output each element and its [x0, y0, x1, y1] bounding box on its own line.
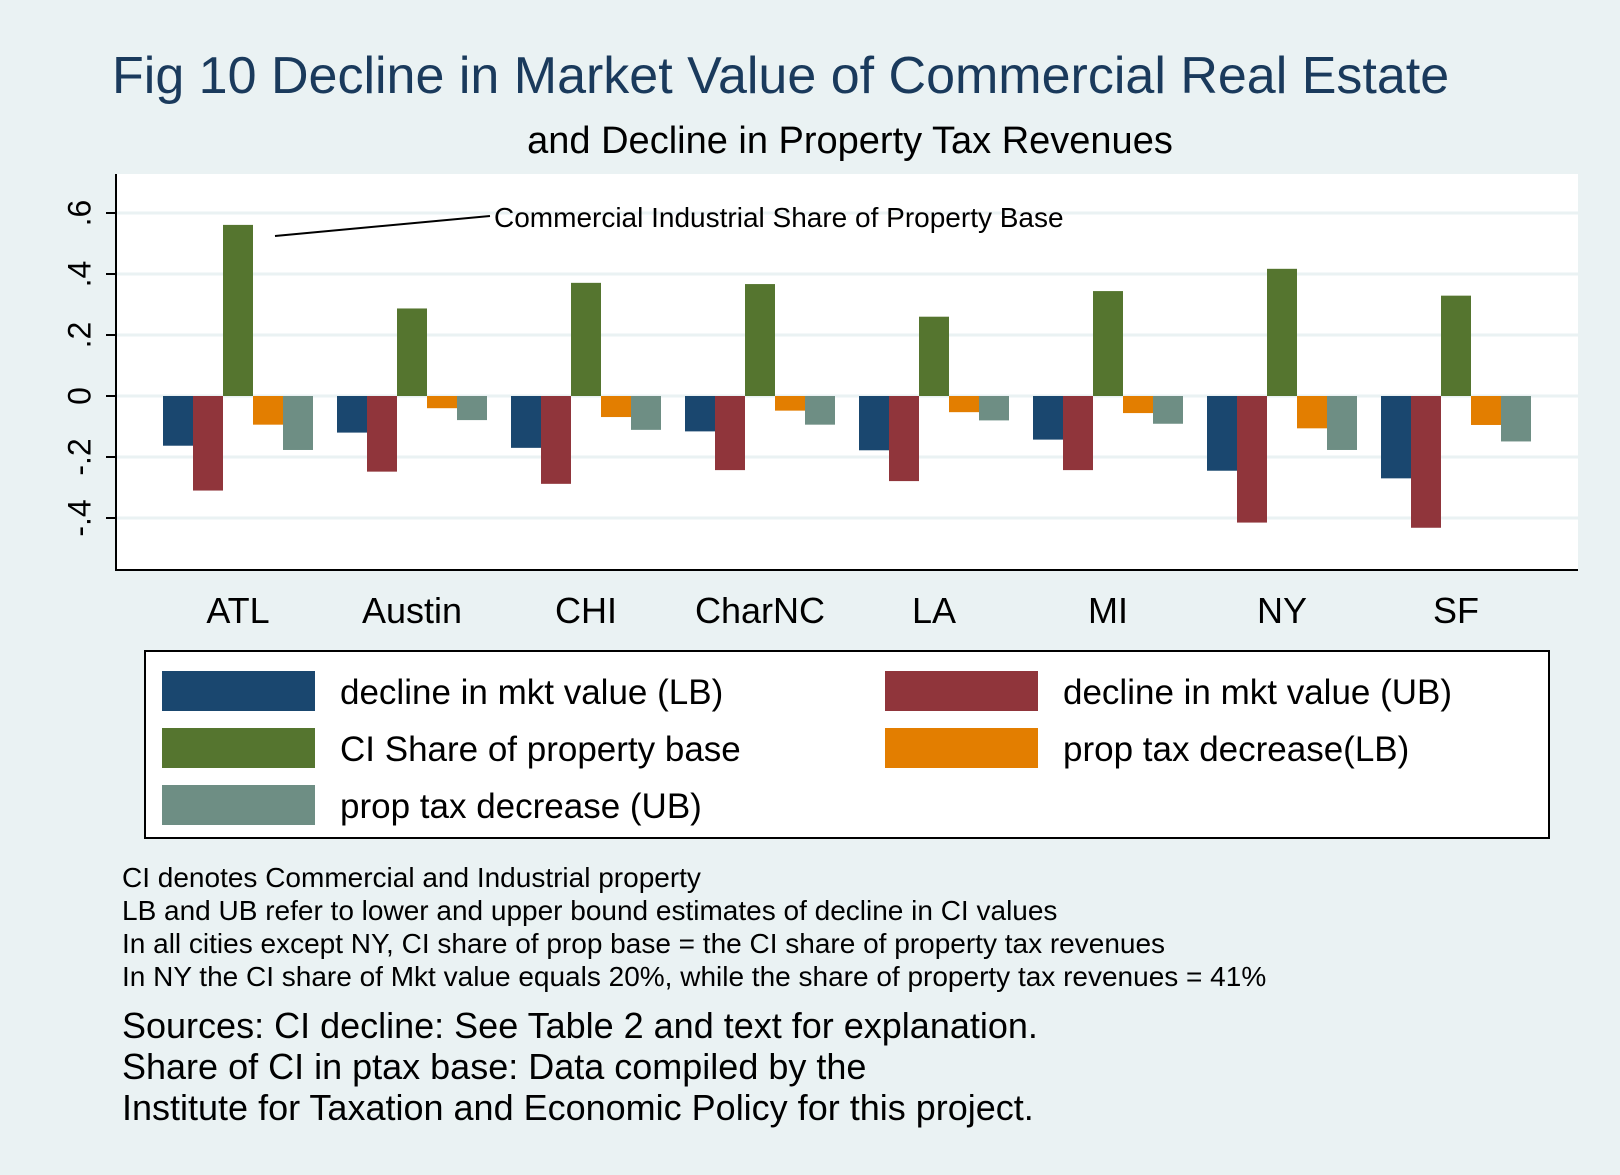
bar-SF-2	[1441, 295, 1471, 396]
note-line: In all cities except NY, CI share of pro…	[122, 928, 1165, 959]
annotation-leader-line	[274, 215, 491, 237]
bar-CharNC-0	[685, 396, 715, 432]
bar-CHI-4	[631, 396, 661, 430]
bar-CharNC-4	[805, 396, 835, 425]
x-tick-label: LA	[912, 590, 956, 631]
bar-SF-1	[1411, 396, 1441, 528]
bar-Austin-4	[457, 396, 487, 421]
x-tick-label: CharNC	[695, 590, 825, 631]
bar-SF-3	[1471, 396, 1501, 425]
bar-Austin-2	[397, 308, 427, 396]
legend	[144, 650, 1550, 839]
source-line: Sources: CI decline: See Table 2 and tex…	[122, 1005, 1038, 1046]
source-line: Share of CI in ptax base: Data compiled …	[122, 1046, 866, 1087]
x-tick-label: NY	[1257, 590, 1307, 631]
bar-NY-1	[1237, 396, 1267, 523]
bar-MI-1	[1063, 396, 1093, 471]
bar-MI-3	[1123, 396, 1153, 414]
bar-MI-0	[1033, 396, 1063, 440]
bars	[163, 224, 1531, 528]
legend-label: prop tax decrease(LB)	[1063, 730, 1409, 769]
y-tick-label: .2	[61, 322, 97, 349]
legend-swatch	[162, 728, 315, 768]
y-tick-label: -.2	[61, 438, 97, 475]
y-tick-label: 0	[61, 387, 97, 405]
bar-ATL-4	[283, 396, 313, 450]
bar-LA-0	[859, 396, 889, 451]
bar-Austin-1	[367, 396, 397, 472]
bar-CharNC-1	[715, 396, 745, 471]
chart-title: Fig 10 Decline in Market Value of Commer…	[112, 47, 1449, 105]
bar-NY-0	[1207, 396, 1237, 471]
legend-label: prop tax decrease (UB)	[340, 787, 702, 826]
bar-ATL-2	[223, 224, 253, 396]
chart-subtitle: and Decline in Property Tax Revenues	[527, 120, 1173, 162]
bar-CharNC-2	[745, 284, 775, 396]
legend-label: CI Share of property base	[340, 730, 741, 769]
bar-MI-4	[1153, 396, 1183, 424]
bar-CharNC-3	[775, 396, 805, 411]
x-tick-label: MI	[1088, 590, 1128, 631]
sources: Sources: CI decline: See Table 2 and tex…	[122, 1005, 1038, 1128]
bar-SF-4	[1501, 396, 1531, 442]
bar-NY-4	[1327, 396, 1357, 450]
plot-area	[116, 174, 1578, 569]
legend-label: decline in mkt value (LB)	[340, 673, 723, 712]
legend-swatch	[885, 728, 1038, 768]
bar-Austin-3	[427, 396, 457, 409]
bar-CHI-0	[511, 396, 541, 448]
bar-MI-2	[1093, 291, 1123, 396]
bar-NY-3	[1297, 396, 1327, 429]
x-tick-label: ATL	[206, 590, 269, 631]
bar-CHI-2	[571, 282, 601, 396]
x-tick-label: SF	[1433, 590, 1479, 631]
bar-ATL-3	[253, 396, 283, 425]
notes: CI denotes Commercial and Industrial pro…	[122, 862, 1266, 992]
bar-NY-2	[1267, 268, 1297, 396]
note-line: LB and UB refer to lower and upper bound…	[122, 895, 1057, 926]
y-ticks: -.4 -.2 0 .2 .4 .6	[61, 200, 116, 537]
bar-CHI-3	[601, 396, 631, 418]
legend-swatch	[162, 671, 315, 711]
bar-ATL-0	[163, 396, 193, 446]
source-line: Institute for Taxation and Economic Poli…	[122, 1087, 1034, 1128]
legend-swatch	[885, 671, 1038, 711]
bar-LA-3	[949, 396, 979, 413]
bar-SF-0	[1381, 396, 1411, 479]
note-line: CI denotes Commercial and Industrial pro…	[122, 862, 701, 893]
legend-swatch	[162, 785, 315, 825]
legend-items: decline in mkt value (LB) decline in mkt …	[162, 671, 1452, 826]
y-tick-label: .4	[61, 261, 97, 288]
bar-Austin-0	[337, 396, 367, 433]
x-tick-label: CHI	[555, 590, 617, 631]
bar-LA-2	[919, 316, 949, 396]
legend-label: decline in mkt value (UB)	[1063, 673, 1452, 712]
bar-ATL-1	[193, 396, 223, 491]
y-tick-label: .6	[61, 200, 97, 227]
annotation-label: Commercial Industrial Share of Property …	[494, 202, 1064, 233]
x-labels: ATL Austin CHI CharNC LA MI NY SF	[206, 590, 1479, 631]
bar-LA-1	[889, 396, 919, 482]
bar-CHI-1	[541, 396, 571, 484]
x-tick-label: Austin	[362, 590, 462, 631]
y-tick-label: -.4	[61, 499, 97, 536]
note-line: In NY the CI share of Mkt value equals 2…	[122, 961, 1266, 992]
bar-LA-4	[979, 396, 1009, 421]
